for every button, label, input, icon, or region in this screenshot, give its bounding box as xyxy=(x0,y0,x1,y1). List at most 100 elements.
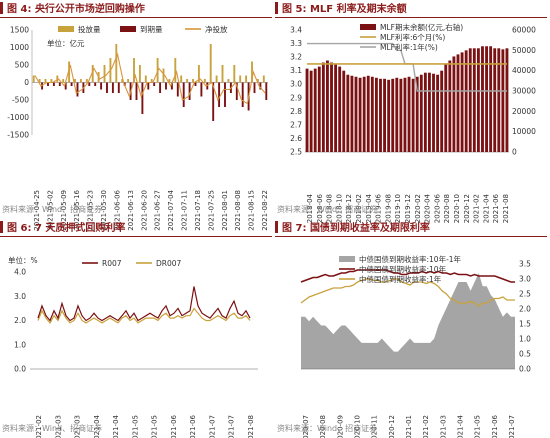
x-tick-label: 2021-07 xyxy=(508,415,516,438)
bar-injection xyxy=(209,44,212,83)
legend-label: 中债国债到期收益率:1年 xyxy=(359,274,442,284)
y-tick-label-left: 3.3 xyxy=(290,39,302,48)
bar-injection xyxy=(38,79,41,83)
bar-maturity xyxy=(153,82,156,86)
bar-mlf-balance xyxy=(411,78,415,152)
legend-label: 到期量 xyxy=(140,25,163,34)
x-tick-label: 2021-03 xyxy=(54,415,62,438)
source-note: 资料来源：Wind、招商证券 xyxy=(2,424,103,433)
bar-maturity xyxy=(64,82,67,90)
bar-injection xyxy=(32,75,35,83)
y-tick-label-right: 40000 xyxy=(512,66,536,75)
chart-svg-fig7: 0.0 0.5 1.0 1.5 2.0 2.5 3.0 3.5 2020-07 2020-08 20… xyxy=(300,254,531,438)
source-note: 资料来源：Wind、招商证券 xyxy=(277,424,378,433)
x-tick-label: 2021-04 xyxy=(482,193,490,223)
bar-injection xyxy=(133,58,135,83)
y-tick-label-right: 10000 xyxy=(512,127,536,136)
y-tick-label: 1.0 xyxy=(14,340,26,349)
chart-title: 7 天质押式回购利率 xyxy=(34,223,126,234)
bar-mlf-balance xyxy=(379,78,382,152)
bar-injection xyxy=(44,79,47,83)
title-accent xyxy=(0,2,3,14)
bar-maturity xyxy=(206,82,209,90)
bar-mlf-balance xyxy=(444,64,448,152)
x-tick-label: 2021-05-23 xyxy=(87,190,95,231)
bar-maturity xyxy=(241,82,244,107)
x-tick-label: 2021-02 xyxy=(35,415,43,438)
chart-title-bar: 图 4: 央行公开市场逆回购操作 xyxy=(0,2,272,18)
bar-mlf-balance xyxy=(448,60,452,152)
chart-title-bar: 图 6: 7 天质押式回购利率 xyxy=(0,221,272,237)
bar-mlf-balance xyxy=(423,72,427,152)
bar-maturity xyxy=(165,82,167,90)
bar-mlf-balance xyxy=(309,70,313,152)
y-tick-label-right: 50000 xyxy=(512,46,536,55)
x-tick-label: 2020-08 xyxy=(443,194,451,223)
bar-maturity xyxy=(259,82,262,90)
bar-mlf-balance xyxy=(370,76,374,152)
bar-mlf-balance xyxy=(334,64,338,152)
bar-mlf-balance xyxy=(468,48,472,152)
bar-maturity xyxy=(218,82,221,107)
x-tick-label: 2020-07 xyxy=(302,415,310,438)
bar-injection xyxy=(85,79,88,83)
bar-maturity xyxy=(170,82,173,90)
bar-mlf-balance xyxy=(383,78,386,152)
bar-maturity xyxy=(235,82,238,100)
unit-label: 单位：亿元 xyxy=(47,38,85,48)
bar-mlf-balance xyxy=(313,68,317,152)
x-tick-label: 2021-06-27 xyxy=(154,190,162,231)
x-tick-label: 2018-10 xyxy=(335,194,343,223)
x-tick-label: 2018-06 xyxy=(316,193,324,223)
bar-injection xyxy=(50,79,53,83)
bar-maturity xyxy=(135,82,138,100)
bar-mlf-balance xyxy=(338,66,342,152)
bar-injection xyxy=(91,65,94,83)
bar-mlf-balance xyxy=(456,54,460,152)
bar-mlf-balance xyxy=(497,48,501,152)
yield-1y-line xyxy=(300,278,515,307)
legend-label: MLF利率:1年(%) xyxy=(380,42,438,52)
bar-injection xyxy=(150,79,153,83)
bar-injection xyxy=(162,68,165,83)
x-tick-label: 2019-12 xyxy=(404,194,412,223)
x-tick-label: 2021-06-06 xyxy=(113,189,121,230)
legend-swatch xyxy=(339,256,355,262)
x-tick-label: 2021-05-16 xyxy=(73,189,81,230)
bar-injection xyxy=(103,65,106,83)
bar-mlf-balance xyxy=(399,78,403,152)
bar-mlf-balance xyxy=(460,52,464,152)
bar-maturity xyxy=(94,82,97,86)
y-tick-label-right: 0.0 xyxy=(519,365,531,374)
bar-injection xyxy=(138,65,141,83)
bar-mlf-balance xyxy=(415,76,419,152)
bar-maturity xyxy=(106,82,108,93)
dr007-line xyxy=(37,307,251,324)
bar-injection xyxy=(74,79,76,83)
bar-mlf-balance xyxy=(387,79,391,152)
y-tick-label: 500 xyxy=(15,61,30,70)
x-tick-label: 2020-04 xyxy=(424,193,432,223)
bar-injection xyxy=(168,79,171,83)
bar-maturity xyxy=(212,82,215,121)
x-tick-label: 2021-06-13 xyxy=(127,190,135,231)
bar-maturity xyxy=(111,82,114,93)
legend-label: 净投放 xyxy=(205,24,228,34)
x-tick-label: 2019-06 xyxy=(375,193,383,223)
bar-mlf-balance xyxy=(505,48,509,152)
legend-label: 投放量 xyxy=(78,24,101,34)
bar-mlf-balance xyxy=(419,74,423,152)
chart-title-bar: 图 7: 国债到期收益率及期限利率 xyxy=(275,221,547,237)
y-tick-label-left: 3.4 xyxy=(290,26,302,35)
x-tick-label: 2021-08-01 xyxy=(221,190,229,231)
bar-maturity xyxy=(159,82,162,93)
bar-mlf-balance xyxy=(452,56,456,152)
bar-injection xyxy=(56,75,59,83)
bar-mlf-balance xyxy=(476,48,480,152)
x-tick-label: 2018-04 xyxy=(306,193,314,223)
y-tick-label-right: 20000 xyxy=(512,107,536,116)
bar-mlf-balance xyxy=(366,75,370,152)
chart-panel-fig6: 图 6: 7 天质押式回购利率 0.0 1.0 2.0 3.0 4.0 单位：% 2021-… xyxy=(0,219,275,438)
x-tick-label: 2020-02 xyxy=(414,194,422,223)
bar-injection xyxy=(121,79,124,83)
